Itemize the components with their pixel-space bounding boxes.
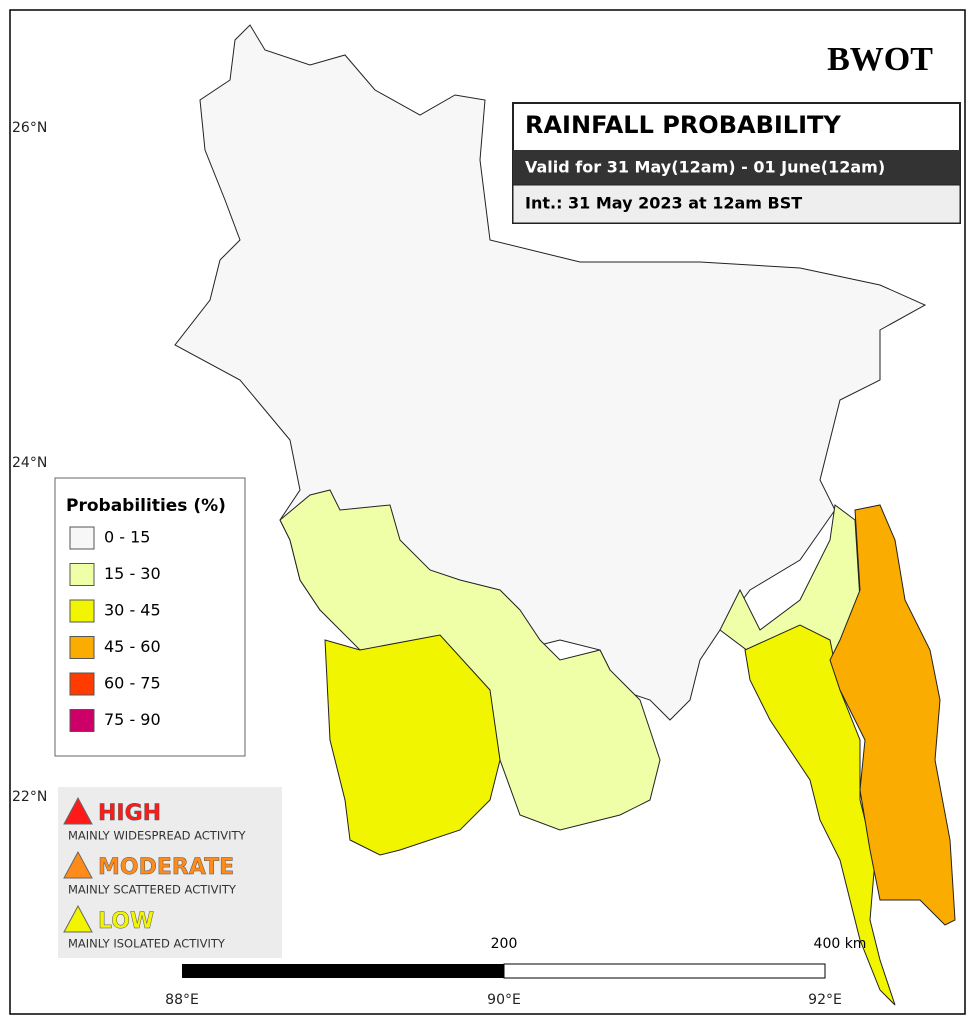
alerts: HIGH MAINLY WIDESPREAD ACTIVITY MODERATE MA… (63, 796, 246, 951)
legend-label: 0 - 15 (104, 528, 150, 547)
legend-label: 45 - 60 (104, 637, 161, 656)
header-valid: Valid for 31 May(12am) - 01 June(12am) (525, 158, 885, 177)
legend-swatch (69, 709, 95, 732)
alert-text: MAINLY WIDESPREAD ACTIVITY (68, 829, 246, 843)
alert-text: MAINLY SCATTERED ACTIVITY (68, 883, 237, 897)
lat-label: 22°N (12, 789, 47, 805)
alert-text: MAINLY ISOLATED ACTIVITY (68, 937, 226, 951)
legend-title: Probabilities (%) (66, 496, 226, 516)
legend-label: 75 - 90 (104, 710, 161, 729)
legend-label: 30 - 45 (104, 601, 161, 620)
regions (174, 24, 956, 1006)
region-45-60 (829, 504, 956, 926)
ticks: 26°N 24°N 22°N 88°E 90°E 92°E (12, 120, 842, 1008)
frame (9, 9, 966, 1015)
header-title: RAINFALL PROBABILITY (525, 111, 841, 139)
alert-icon (63, 904, 93, 933)
legend-swatch (69, 636, 95, 659)
scale-end: 400 km (814, 936, 867, 952)
header-issued: Int.: 31 May 2023 at 12am BST (525, 194, 802, 213)
alert-level: HIGH (98, 801, 161, 826)
lat-label: 26°N (12, 120, 47, 136)
legend-swatch (69, 563, 95, 586)
alert-level: MODERATE (98, 855, 234, 880)
valid-bg (513, 150, 960, 185)
lon-label: 88°E (165, 992, 199, 1008)
legend-swatch (69, 526, 95, 550)
scale-bar-white (503, 963, 826, 979)
alert-box (58, 787, 282, 958)
issued-bg (512, 184, 961, 224)
legend-swatch (69, 599, 95, 623)
legend-label: 15 - 30 (104, 564, 161, 583)
legend-swatch (69, 672, 95, 696)
lon-label: 90°E (487, 992, 521, 1008)
region-30-45-west (324, 634, 501, 856)
scale-bar-black (182, 964, 504, 978)
lat-label: 24°N (12, 455, 47, 471)
alert-icon (63, 850, 93, 879)
alert-level: LOW (98, 909, 154, 934)
alert-icon (63, 796, 93, 825)
logo: BWOT (827, 41, 933, 78)
lon-label: 92°E (808, 992, 842, 1008)
legend: 0 - 15 15 - 30 30 - 45 45 - 60 60 - 75 75 - 9… (69, 526, 161, 732)
scale-mid: 200 (491, 936, 518, 952)
legend-label: 60 - 75 (104, 674, 161, 693)
